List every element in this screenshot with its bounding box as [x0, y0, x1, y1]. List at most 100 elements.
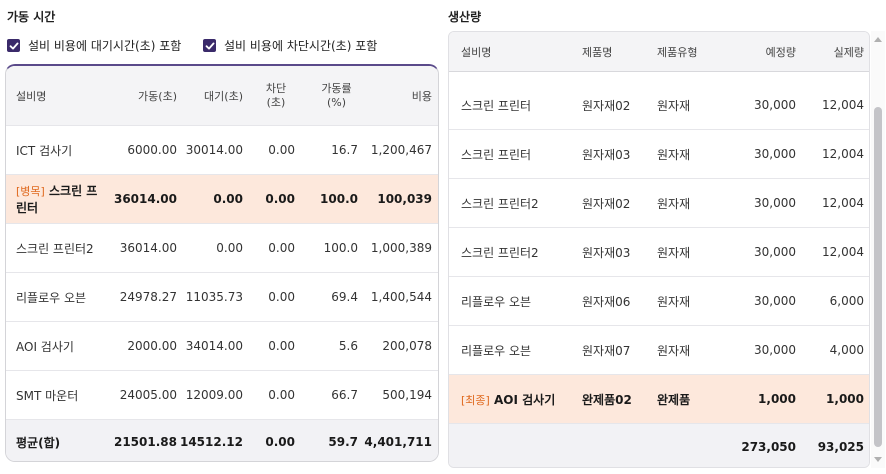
row-equipment: 리플로우 오븐	[16, 290, 87, 305]
checkbox-checked-icon[interactable]	[203, 39, 216, 52]
runtime-section-title: 가동 시간	[7, 10, 56, 24]
header-equipment[interactable]: 설비명	[16, 89, 47, 103]
row-wait: 12009.00	[185, 388, 243, 402]
table-header-row: 설비명 제품명 제품유형 예정량 실제량	[449, 32, 869, 72]
header-actual[interactable]: 실제량	[833, 45, 864, 59]
production-section-title: 생산량	[448, 10, 482, 24]
row-actual: 12,004	[822, 98, 864, 112]
row-equipment: 스크린 프린터2	[16, 241, 94, 256]
table-footer-row: 273,050 93,025	[449, 424, 869, 467]
row-cost: 200,078	[382, 339, 432, 353]
row-equipment: SMT 마운터	[16, 388, 79, 403]
include-block-time-label: 설비 비용에 차단시간(초) 포함	[224, 39, 378, 53]
row-planned: 30,000	[754, 147, 796, 161]
row-cost: 500,194	[382, 388, 432, 402]
table-row[interactable]: ICT 검사기 6000.00 30014.00 0.00 16.7 1,200…	[6, 126, 438, 175]
row-equipment: 스크린 프린터	[461, 147, 532, 162]
footer-planned: 273,050	[741, 439, 796, 454]
row-run: 36014.00	[113, 192, 177, 206]
row-wait: 34014.00	[185, 339, 243, 353]
row-wait: 30014.00	[185, 143, 243, 157]
row-product-type: 원자재	[657, 196, 691, 211]
row-block: 0.00	[268, 241, 295, 255]
row-block: 0.00	[265, 192, 295, 206]
table-row[interactable]: 스크린 프린터 원자재03 원자재 30,000 12,004	[449, 130, 869, 179]
scroll-thumb[interactable]	[874, 107, 882, 447]
header-block[interactable]: 차단 (초)	[265, 81, 287, 109]
footer-label: 평균(합)	[16, 435, 61, 450]
header-cost[interactable]: 비용	[411, 89, 432, 103]
row-actual: 1,000	[826, 392, 864, 406]
row-actual: 12,004	[822, 196, 864, 210]
table-row-final[interactable]: [최종] AOI 검사기 완제품02 완제품 1,000 1,000	[449, 375, 869, 424]
vertical-scrollbar[interactable]	[871, 31, 885, 468]
row-product: 완제품02	[582, 392, 632, 407]
table-row[interactable]: 스크린 프린터2 원자재02 원자재 30,000 12,004	[449, 179, 869, 228]
row-planned: 30,000	[754, 98, 796, 112]
production-table[interactable]: 설비명 제품명 제품유형 예정량 실제량 스크린 프린터 원자재02 원자재 3…	[448, 31, 870, 468]
row-actual: 6,000	[829, 294, 864, 308]
header-product[interactable]: 제품명	[582, 45, 613, 59]
row-planned: 1,000	[758, 392, 796, 406]
row-equipment: 스크린 프린터2	[461, 245, 539, 260]
scroll-down-arrow-icon[interactable]	[874, 457, 882, 462]
include-block-time-checkbox[interactable]: 설비 비용에 차단시간(초) 포함	[203, 37, 377, 54]
row-planned: 30,000	[754, 245, 796, 259]
row-wait: 0.00	[216, 241, 243, 255]
table-row-bottleneck[interactable]: [병목] 스크린 프린터 36014.00 0.00 0.00 100.0 10…	[6, 175, 438, 224]
table-row[interactable]: SMT 마운터 24005.00 12009.00 0.00 66.7 500,…	[6, 371, 438, 420]
header-run[interactable]: 가동(초)	[138, 89, 177, 103]
row-cost: 1,400,544	[370, 290, 432, 304]
table-row[interactable]: 리플로우 오븐 24978.27 11035.73 0.00 69.4 1,40…	[6, 273, 438, 322]
row-equipment: 스크린 프린터	[461, 98, 532, 113]
scroll-up-arrow-icon[interactable]	[874, 37, 882, 42]
header-planned[interactable]: 예정량	[765, 45, 796, 59]
row-rate: 5.6	[338, 339, 358, 353]
row-actual: 4,000	[829, 343, 864, 357]
row-block: 0.00	[268, 388, 295, 402]
row-product-type: 완제품	[657, 392, 691, 407]
row-equipment: 스크린 프린터2	[461, 196, 539, 211]
footer-cost: 4,401,711	[364, 435, 432, 449]
row-equipment: ICT 검사기	[16, 143, 73, 158]
row-wait: 0.00	[213, 192, 243, 206]
runtime-table: 설비명 가동(초) 대기(초) 차단 (초) 가동률 (%) 비용 ICT 검사…	[5, 64, 439, 462]
row-cost: 100,039	[377, 192, 432, 206]
footer-block: 0.00	[265, 435, 295, 449]
row-equipment: 리플로우 오븐	[461, 294, 532, 309]
row-product-type: 원자재	[657, 343, 691, 358]
row-rate: 100.0	[320, 192, 358, 206]
table-row[interactable]: 스크린 프린터2 36014.00 0.00 0.00 100.0 1,000,…	[6, 224, 438, 273]
checkbox-checked-icon[interactable]	[7, 39, 20, 52]
row-product: 원자재03	[582, 245, 631, 260]
row-planned: 30,000	[754, 294, 796, 308]
row-rate: 66.7	[331, 388, 358, 402]
row-cost: 1,200,467	[370, 143, 432, 157]
footer-rate: 59.7	[328, 435, 358, 449]
footer-wait: 14512.12	[179, 435, 243, 449]
row-product-type: 원자재	[657, 147, 691, 162]
row-product-type: 원자재	[657, 245, 691, 260]
row-block: 0.00	[268, 290, 295, 304]
table-row[interactable]: AOI 검사기 2000.00 34014.00 0.00 5.6 200,07…	[6, 322, 438, 371]
table-row[interactable]: 리플로우 오븐 원자재07 원자재 30,000 4,000	[449, 326, 869, 375]
final-tag: [최종]	[461, 393, 490, 407]
table-row[interactable]: 스크린 프린터2 원자재03 원자재 30,000 12,004	[449, 228, 869, 277]
footer-run: 21501.88	[113, 435, 177, 449]
row-equipment: AOI 검사기	[16, 339, 74, 354]
table-row[interactable]: 리플로우 오븐 원자재06 원자재 30,000 6,000	[449, 277, 869, 326]
row-equipment: 스크린 프린터	[16, 183, 98, 215]
table-header-row: 설비명 가동(초) 대기(초) 차단 (초) 가동률 (%) 비용	[6, 66, 438, 126]
header-rate[interactable]: 가동률 (%)	[321, 81, 352, 109]
row-rate: 69.4	[331, 290, 358, 304]
row-rate: 16.7	[331, 143, 358, 157]
footer-actual: 93,025	[817, 439, 864, 454]
header-product-type[interactable]: 제품유형	[657, 45, 698, 59]
header-wait[interactable]: 대기(초)	[204, 89, 243, 103]
row-actual: 12,004	[822, 245, 864, 259]
header-equipment[interactable]: 설비명	[461, 45, 492, 59]
table-row[interactable]: 스크린 프린터 원자재02 원자재 30,000 12,004	[449, 81, 869, 130]
include-wait-time-checkbox[interactable]: 설비 비용에 대기시간(초) 포함	[7, 37, 181, 54]
row-run: 24005.00	[119, 388, 177, 402]
row-product-type: 원자재	[657, 98, 691, 113]
